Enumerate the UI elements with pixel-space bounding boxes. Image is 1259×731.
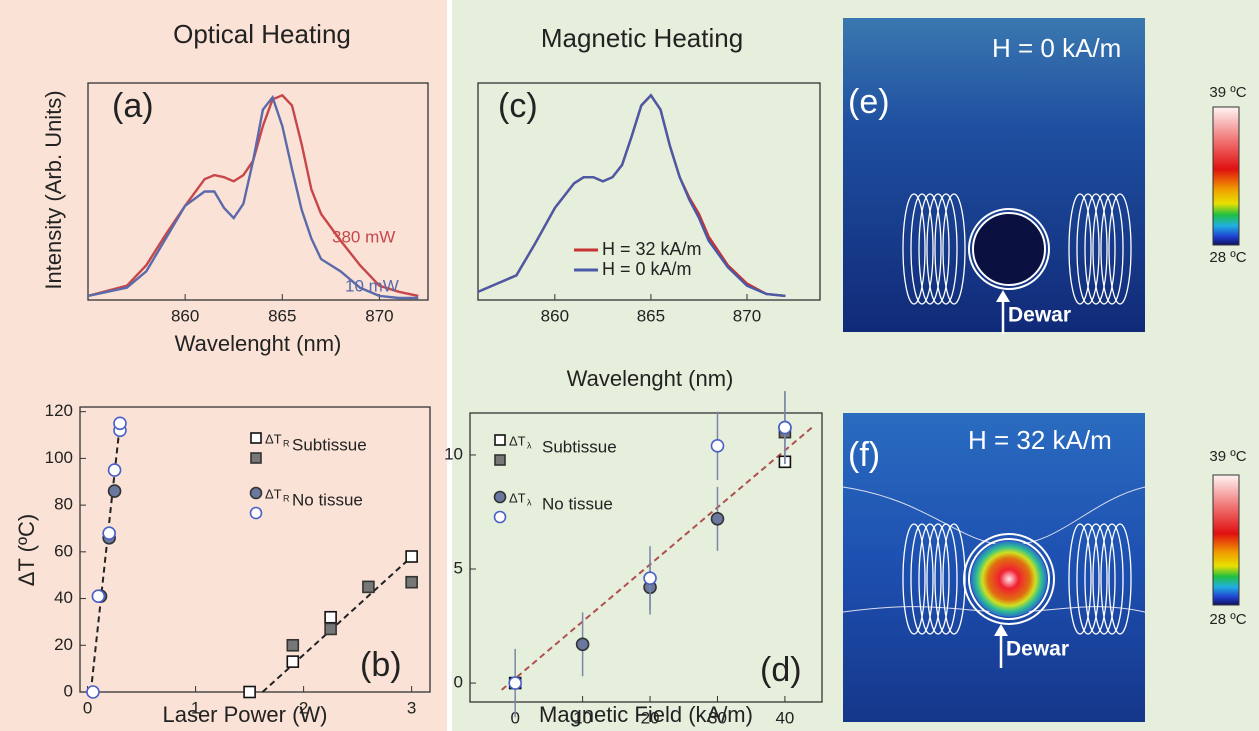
dewar-label: Dewar	[1008, 304, 1071, 327]
marker	[251, 453, 261, 463]
y-axis-label: ΔT (ºC)	[14, 514, 39, 586]
legend-label: Subtissue	[292, 435, 367, 454]
marker	[495, 512, 506, 523]
y-tick-label: 5	[454, 559, 463, 578]
panel-label: (f)	[848, 436, 880, 474]
x-tick-label: 3	[407, 698, 416, 717]
marker	[92, 590, 104, 602]
marker	[251, 508, 262, 519]
legend-symbol-sub: R	[283, 493, 290, 503]
marker	[251, 488, 262, 499]
legend-label: No tissue	[542, 494, 613, 513]
dewar	[973, 213, 1045, 285]
y-tick-label: 60	[54, 541, 73, 560]
x-tick-label: 40	[775, 708, 794, 727]
y-tick-label: 80	[54, 495, 73, 514]
figure: Optical Heating Magnetic Heating Dewar (…	[0, 0, 1259, 731]
dewar-label: Dewar	[1006, 638, 1069, 661]
legend-symbol: ΔT	[509, 433, 526, 448]
marker	[495, 492, 506, 503]
marker	[779, 422, 791, 434]
marker	[244, 687, 255, 698]
marker	[495, 435, 505, 445]
hot-spot	[971, 541, 1047, 617]
y-tick-label: 100	[45, 448, 73, 467]
series-label: 10 mW	[345, 276, 399, 295]
y-tick-label: 0	[454, 673, 463, 692]
y-tick-label: 0	[64, 681, 73, 700]
series-label: 380 mW	[332, 227, 395, 246]
marker	[287, 640, 298, 651]
legend-label: No tissue	[292, 490, 363, 509]
colorbar	[1213, 107, 1239, 245]
x-axis-label: Wavelenght (nm)	[567, 366, 734, 391]
marker	[644, 572, 656, 584]
legend-symbol-sub: λ	[527, 440, 532, 450]
marker	[577, 638, 589, 650]
x-tick-label: 860	[171, 306, 199, 325]
marker	[325, 623, 336, 634]
legend-symbol-sub: R	[283, 438, 290, 448]
y-axis-label: Intensity (Arb. Units)	[41, 90, 66, 289]
marker	[109, 485, 121, 497]
y-tick-label: 20	[54, 635, 73, 654]
colorbar-min: 28 ºC	[1209, 249, 1246, 266]
legend-symbol-sub: λ	[527, 497, 532, 507]
marker	[87, 686, 99, 698]
section-title: Magnetic Heating	[541, 23, 743, 53]
panel-label: (e)	[848, 83, 890, 121]
marker	[711, 513, 723, 525]
marker	[495, 455, 505, 465]
y-tick-label: 120	[45, 401, 73, 420]
panel-label: (b)	[360, 646, 402, 684]
panel-label: (d)	[760, 651, 802, 689]
x-tick-label: 870	[733, 306, 761, 325]
legend-symbol: ΔT	[265, 486, 282, 501]
field-label: H = 32 kA/m	[968, 425, 1112, 455]
y-tick-label: 10	[444, 444, 463, 463]
x-axis-label: Laser Power (W)	[162, 702, 327, 727]
marker	[103, 527, 115, 539]
section-title: Optical Heating	[173, 19, 351, 49]
legend-label: Subtissue	[542, 437, 617, 456]
marker	[406, 551, 417, 562]
x-tick-label: 870	[365, 306, 393, 325]
colorbar-min: 28 ºC	[1209, 611, 1246, 628]
legend-label: H = 32 kA/m	[602, 239, 702, 259]
marker	[325, 612, 336, 623]
legend-symbol: ΔT	[265, 431, 282, 446]
y-tick-label: 40	[54, 588, 73, 607]
panel-label: (c)	[498, 87, 538, 125]
marker	[251, 433, 261, 443]
colorbar-max: 39 ºC	[1209, 448, 1246, 465]
marker	[363, 581, 374, 592]
colorbar-max: 39 ºC	[1209, 84, 1246, 101]
x-tick-label: 0	[83, 698, 92, 717]
marker	[109, 464, 121, 476]
x-axis-label: Wavelenght (nm)	[175, 331, 342, 356]
legend-label: H = 0 kA/m	[602, 259, 692, 279]
optical-panel	[0, 0, 447, 731]
marker	[114, 417, 126, 429]
thermal-image	[843, 18, 1145, 332]
field-label: H = 0 kA/m	[992, 33, 1121, 63]
panel-label: (a)	[112, 87, 154, 125]
x-tick-label: 860	[541, 306, 569, 325]
marker	[406, 577, 417, 588]
x-tick-label: 865	[637, 306, 665, 325]
x-tick-label: 865	[268, 306, 296, 325]
marker	[711, 440, 723, 452]
legend-symbol: ΔT	[509, 490, 526, 505]
colorbar	[1213, 475, 1239, 605]
x-axis-label: Magnetic Field (kA/m)	[539, 702, 753, 727]
marker	[287, 656, 298, 667]
marker	[509, 677, 521, 689]
